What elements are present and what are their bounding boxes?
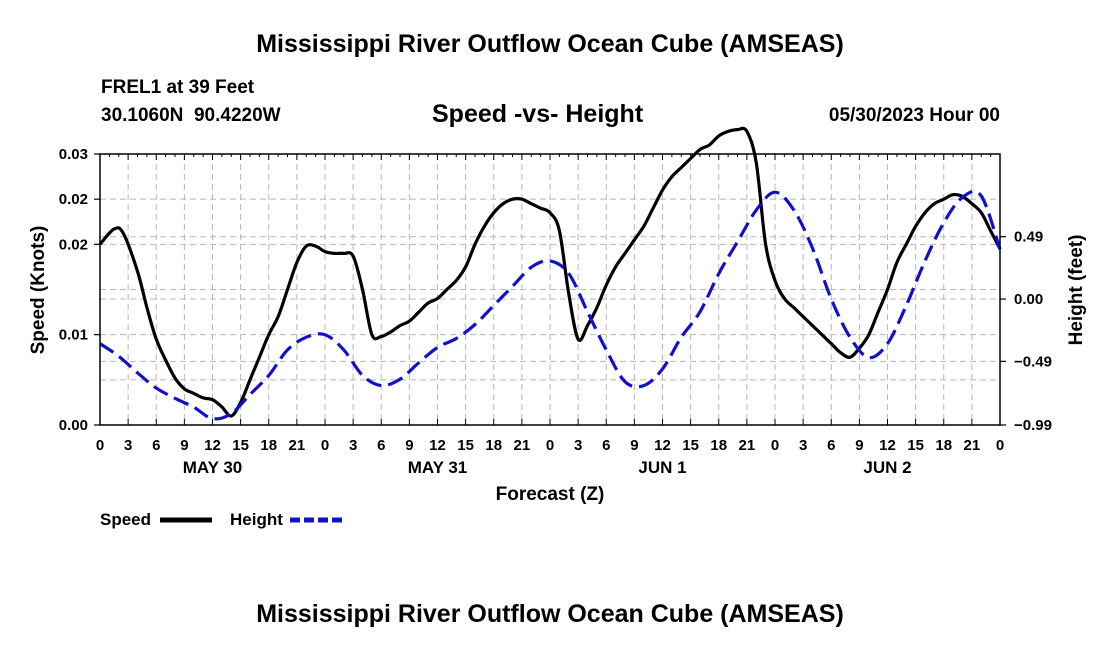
x-tick-label: 21	[739, 437, 756, 454]
day-label: JUN 1	[638, 458, 686, 477]
x-tick-label: 0	[321, 437, 329, 454]
x-tick-label: 0	[771, 437, 779, 454]
y2-tick-label: 0.49	[1014, 229, 1043, 246]
x-tick-label: 18	[260, 437, 277, 454]
chart-subtitle: Speed -vs- Height	[432, 100, 644, 128]
day-label: MAY 30	[183, 458, 243, 477]
chart-series	[98, 126, 1002, 421]
x-tick-label: 15	[232, 437, 249, 454]
coordinates-label: 30.1060N 90.4220W	[101, 105, 281, 126]
legend-speed-label: Speed	[100, 510, 151, 529]
x-tick-label: 9	[855, 437, 863, 454]
x-tick-label: 3	[124, 437, 132, 454]
x-tick-label: 6	[602, 437, 610, 454]
x-tick-label: 12	[879, 437, 896, 454]
x-tick-label: 3	[799, 437, 807, 454]
y-tick-label: 0.00	[59, 417, 88, 434]
y-tick-label: 0.02	[59, 191, 88, 208]
speed-height-chart: 0 3 6 9 12 15 18 21 0 3 6 9 12 15 18 21 0 3 6 9 12 15 18 21 0 3 6 9…	[28, 126, 1087, 529]
x-tick-label: 0	[96, 437, 104, 454]
chart-axes: 0 3 6 9 12 15 18 21 0 3 6 9 12 15 18 21 0 3 6 9 12 15 18 21 0 3 6 9…	[59, 146, 1052, 477]
y2-tick-label: −0.49	[1014, 353, 1052, 370]
x-axis-label: Forecast (Z)	[496, 484, 605, 505]
x-tick-label: 21	[964, 437, 981, 454]
series-line-speed	[98, 126, 1002, 418]
x-tick-label: 12	[654, 437, 671, 454]
y2-tick-label: 0.00	[1014, 291, 1043, 308]
station-label: FREL1 at 39 Feet	[101, 77, 255, 98]
x-tick-label: 15	[682, 437, 699, 454]
series-line-height	[99, 189, 1002, 421]
x-tick-label: 21	[514, 437, 531, 454]
y2-tick-label: −0.99	[1014, 417, 1052, 434]
x-tick-label: 12	[204, 437, 221, 454]
x-tick-label: 0	[546, 437, 554, 454]
x-tick-label: 6	[827, 437, 835, 454]
run-date-label: 05/30/2023 Hour 00	[828, 105, 1000, 126]
x-tick-label: 12	[429, 437, 446, 454]
footer-title: Mississippi River Outflow Ocean Cube (AM…	[256, 600, 844, 628]
y-tick-label: 0.02	[59, 236, 88, 253]
x-tick-label: 3	[349, 437, 357, 454]
legend-height-label: Height	[230, 510, 283, 529]
main-title: Mississippi River Outflow Ocean Cube (AM…	[256, 30, 844, 58]
y-tick-label: 0.03	[59, 146, 88, 163]
x-tick-label: 3	[574, 437, 582, 454]
day-label: JUN 2	[863, 458, 911, 477]
y-tick-label: 0.01	[59, 327, 88, 344]
x-tick-label: 9	[405, 437, 413, 454]
x-tick-label: 6	[152, 437, 160, 454]
x-tick-label: 6	[377, 437, 385, 454]
y2-axis-label: Height (feet)	[1066, 235, 1087, 346]
x-tick-label: 9	[180, 437, 188, 454]
chart-grid	[100, 154, 1000, 426]
x-tick-label: 9	[630, 437, 638, 454]
day-label: MAY 31	[408, 458, 468, 477]
y-axis-label: Speed (Knots)	[28, 226, 49, 355]
x-tick-label: 18	[485, 437, 502, 454]
x-tick-label: 15	[907, 437, 924, 454]
x-tick-label: 18	[935, 437, 952, 454]
x-tick-label: 18	[710, 437, 727, 454]
x-tick-label: 15	[457, 437, 474, 454]
x-tick-label: 0	[996, 437, 1004, 454]
x-tick-label: 21	[289, 437, 306, 454]
legend: Speed Height	[100, 510, 342, 529]
